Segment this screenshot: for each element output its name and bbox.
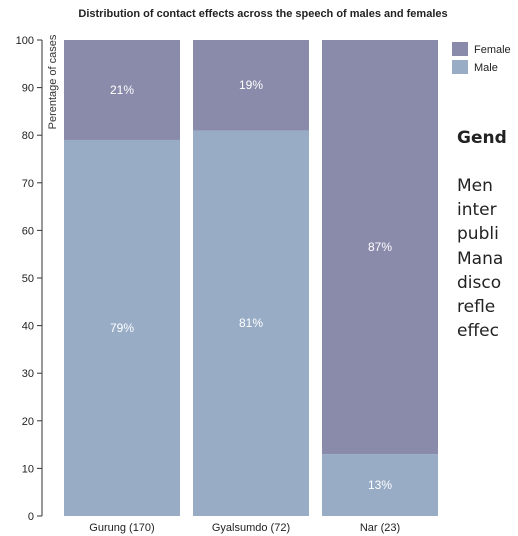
- y-tick-label: 40: [22, 321, 34, 333]
- side-line: refle: [457, 296, 496, 317]
- bar-female: [322, 40, 438, 455]
- data-label: 21%: [110, 83, 134, 97]
- side-line: disco: [457, 272, 502, 293]
- y-tick-label: 90: [22, 83, 34, 95]
- data-label: 87%: [368, 240, 392, 254]
- side-heading: Gend: [457, 128, 507, 148]
- bar-female: [64, 40, 180, 140]
- side-line: effec: [457, 321, 499, 342]
- legend-swatch-male: [452, 60, 468, 74]
- data-label: 13%: [368, 478, 392, 492]
- legend: Female Male: [452, 42, 511, 74]
- side-line: publi: [457, 224, 499, 245]
- y-tick-label: 50: [22, 273, 34, 285]
- y-axis: 0 10 20 30 40 50 60 70 80 90 100: [16, 35, 43, 523]
- legend-label: Male: [474, 62, 498, 74]
- y-tick-label: 20: [22, 416, 34, 428]
- y-tick-label: 100: [16, 35, 34, 47]
- y-tick-label: 70: [22, 178, 34, 190]
- x-axis-tick-labels: Gurung (170) Gyalsumdo (72) Nar (23): [89, 522, 400, 534]
- bar-male: [64, 139, 180, 516]
- legend-label: Female: [474, 44, 511, 56]
- data-label: 81%: [239, 316, 263, 330]
- bars: [64, 40, 438, 516]
- bar-male: [193, 130, 309, 516]
- x-tick-label: Nar (23): [360, 522, 400, 534]
- side-line: inter: [457, 200, 497, 221]
- data-label: 19%: [239, 78, 263, 92]
- y-tick-label: 0: [28, 511, 34, 523]
- bar-male: [322, 454, 438, 516]
- side-line: Men: [457, 176, 493, 196]
- legend-swatch-female: [452, 42, 468, 56]
- data-labels: 79% 21% 81% 19% 13% 87%: [110, 78, 392, 492]
- x-tick-label: Gyalsumdo (72): [212, 522, 290, 534]
- y-tick-label: 10: [22, 463, 34, 475]
- side-paragraph: Men inter publi Mana disco refle effec: [457, 174, 518, 343]
- data-label: 79%: [110, 321, 134, 335]
- chart-title: Distribution of contact effects across t…: [78, 8, 447, 20]
- side-line: Mana: [457, 248, 504, 269]
- y-tick-label: 80: [22, 130, 34, 142]
- x-tick-label: Gurung (170): [89, 522, 154, 534]
- y-axis-label: Perentage of cases: [47, 34, 59, 129]
- y-tick-label: 60: [22, 225, 34, 237]
- y-tick-label: 30: [22, 368, 34, 380]
- side-text-panel: Gend Men inter publi Mana disco refle ef…: [457, 128, 518, 343]
- bar-female: [193, 40, 309, 131]
